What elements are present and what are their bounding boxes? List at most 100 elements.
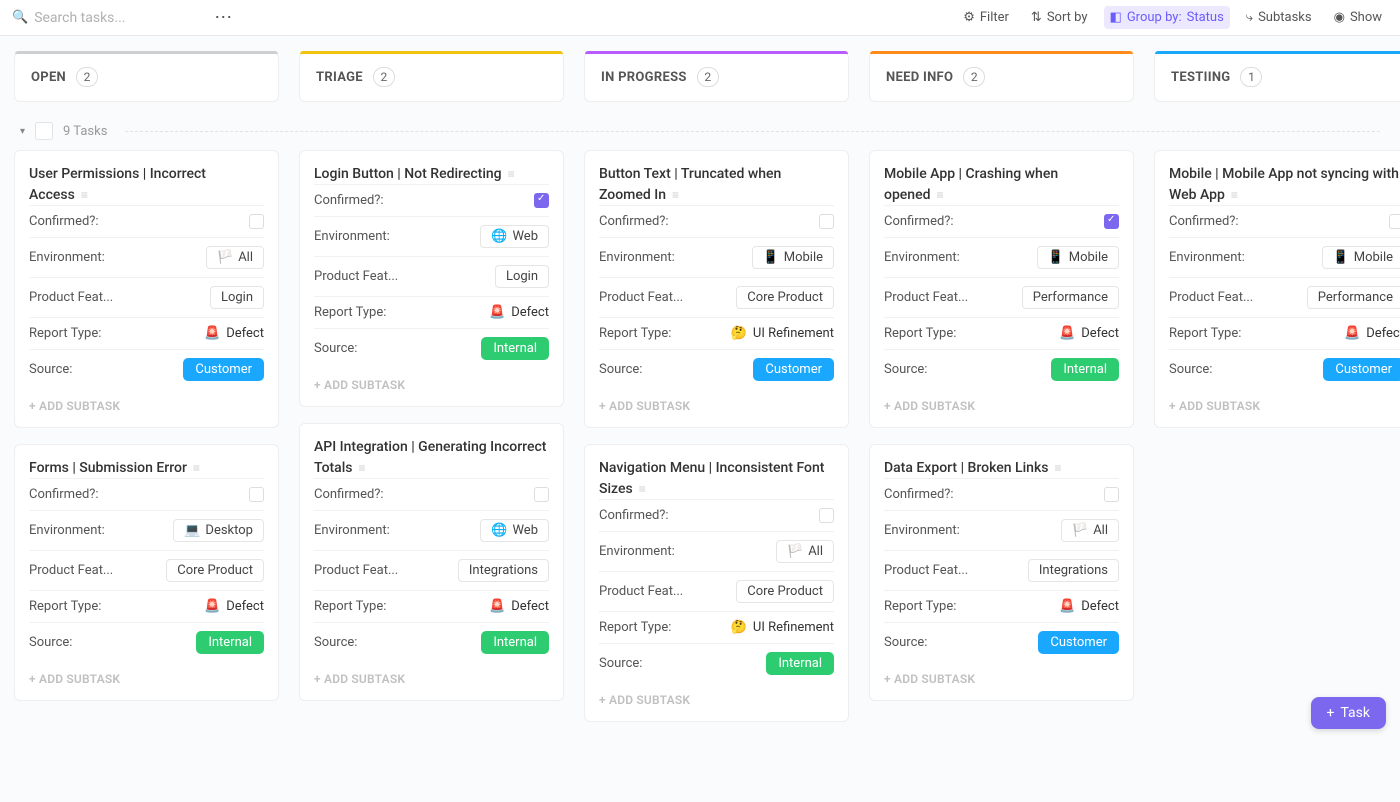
env-tag[interactable]: 🏳️All (776, 540, 834, 563)
search-input[interactable] (34, 10, 194, 26)
sort-button[interactable]: ⇅Sort by (1025, 6, 1094, 29)
add-subtask-button[interactable]: + ADD SUBTASK (314, 368, 549, 400)
group-button[interactable]: ◧Group by: Status (1104, 6, 1230, 29)
source-pill[interactable]: Internal (481, 631, 549, 654)
group-tasks-count: 9 Tasks (63, 124, 107, 139)
defect-icon: 🚨 (204, 599, 220, 614)
add-subtask-button[interactable]: + ADD SUBTASK (1169, 389, 1400, 421)
confirmed-checkbox[interactable] (249, 487, 264, 502)
add-subtask-button[interactable]: + ADD SUBTASK (599, 683, 834, 715)
env-tag[interactable]: 💻Desktop (173, 519, 264, 542)
field-value-report: 🚨Defect (1059, 599, 1119, 614)
task-card[interactable]: Mobile | Mobile App not syncing with Web… (1154, 150, 1400, 428)
field-value-feature: Integrations (1028, 559, 1119, 582)
confirmed-checkbox[interactable] (534, 193, 549, 208)
source-pill[interactable]: Customer (1323, 358, 1400, 381)
defect-icon: 🚨 (1059, 326, 1075, 341)
new-task-button[interactable]: + Task (1311, 697, 1386, 729)
web-icon: 🌐 (491, 229, 507, 244)
card-menu-icon[interactable]: ≡ (359, 461, 366, 475)
column-header[interactable]: TRIAGE 2 (299, 52, 564, 102)
field-label-confirmed: Confirmed?: (1169, 214, 1239, 229)
task-card[interactable]: Button Text | Truncated when Zoomed In≡ … (584, 150, 849, 428)
task-card[interactable]: Data Export | Broken Links≡ Confirmed?: … (869, 444, 1134, 701)
env-tag[interactable]: 🏳️All (1061, 519, 1119, 542)
card-menu-icon[interactable]: ≡ (639, 482, 646, 496)
column-header[interactable]: NEED INFO 2 (869, 52, 1134, 102)
column-triage: Login Button | Not Redirecting≡ Confirme… (299, 150, 564, 701)
task-title: Button Text | Truncated when Zoomed In (599, 166, 781, 203)
confirmed-checkbox[interactable] (249, 214, 264, 229)
env-tag[interactable]: 📱Mobile (752, 246, 834, 269)
source-pill[interactable]: Internal (196, 631, 264, 654)
env-tag[interactable]: 🌐Web (480, 519, 549, 542)
feature-tag[interactable]: Core Product (736, 580, 834, 603)
confirmed-checkbox[interactable] (1104, 487, 1119, 502)
task-card[interactable]: User Permissions | Incorrect Access≡ Con… (14, 150, 279, 428)
column-testing: Mobile | Mobile App not syncing with Web… (1154, 150, 1400, 428)
feature-tag[interactable]: Performance (1022, 286, 1119, 309)
column-header[interactable]: OPEN 2 (14, 52, 279, 102)
env-tag[interactable]: 📱Mobile (1037, 246, 1119, 269)
desktop-icon: 💻 (184, 523, 200, 538)
feature-tag[interactable]: Core Product (736, 286, 834, 309)
add-subtask-button[interactable]: + ADD SUBTASK (314, 662, 549, 694)
task-card[interactable]: Navigation Menu | Inconsistent Font Size… (584, 444, 849, 722)
source-pill[interactable]: Internal (766, 652, 834, 675)
add-subtask-button[interactable]: + ADD SUBTASK (29, 389, 264, 421)
source-pill[interactable]: Internal (481, 337, 549, 360)
task-title: Mobile App | Crashing when opened (884, 166, 1058, 203)
subtasks-button[interactable]: ⤷Subtasks (1240, 6, 1318, 29)
field-label-source: Source: (884, 635, 927, 650)
source-pill[interactable]: Customer (1038, 631, 1119, 654)
column-header[interactable]: IN PROGRESS 2 (584, 52, 849, 102)
add-subtask-button[interactable]: + ADD SUBTASK (884, 389, 1119, 421)
collapse-icon[interactable]: ▾ (20, 126, 25, 137)
card-menu-icon[interactable]: ≡ (937, 188, 944, 202)
card-menu-icon[interactable]: ≡ (1231, 188, 1238, 202)
feature-tag[interactable]: Integrations (458, 559, 549, 582)
env-tag[interactable]: 🌐Web (480, 225, 549, 248)
card-menu-icon[interactable]: ≡ (193, 461, 200, 475)
confirmed-checkbox[interactable] (1389, 214, 1400, 229)
source-pill[interactable]: Customer (753, 358, 834, 381)
source-pill[interactable]: Internal (1051, 358, 1119, 381)
field-value-report: 🚨Defect (1344, 326, 1400, 341)
task-card[interactable]: API Integration | Generating Incorrect T… (299, 423, 564, 701)
feature-tag[interactable]: Performance (1307, 286, 1400, 309)
task-card[interactable]: Mobile App | Crashing when opened≡ Confi… (869, 150, 1134, 428)
field-value-report: 🚨Defect (1059, 326, 1119, 341)
env-tag[interactable]: 🏳️All (206, 246, 264, 269)
field-value-env: 🏳️All (1061, 519, 1119, 542)
field-label-report: Report Type: (884, 326, 956, 341)
field-label-report: Report Type: (1169, 326, 1241, 341)
defect-icon: 🚨 (489, 599, 505, 614)
feature-tag[interactable]: Integrations (1028, 559, 1119, 582)
confirmed-checkbox[interactable] (819, 214, 834, 229)
add-subtask-button[interactable]: + ADD SUBTASK (884, 662, 1119, 694)
filter-button[interactable]: ⚙Filter (957, 6, 1015, 29)
field-label-report: Report Type: (884, 599, 956, 614)
feature-tag[interactable]: Login (495, 265, 549, 288)
confirmed-checkbox[interactable] (534, 487, 549, 502)
column-count: 1 (1240, 67, 1262, 87)
env-tag[interactable]: 📱Mobile (1322, 246, 1400, 269)
board-columns: User Permissions | Incorrect Access≡ Con… (0, 150, 1400, 802)
confirmed-checkbox[interactable] (819, 508, 834, 523)
card-menu-icon[interactable]: ≡ (81, 188, 88, 202)
confirmed-checkbox[interactable] (1104, 214, 1119, 229)
add-subtask-button[interactable]: + ADD SUBTASK (599, 389, 834, 421)
feature-tag[interactable]: Core Product (166, 559, 264, 582)
feature-tag[interactable]: Login (210, 286, 264, 309)
toolbar-right: ⚙Filter ⇅Sort by ◧Group by: Status ⤷Subt… (957, 6, 1388, 29)
task-card[interactable]: Login Button | Not Redirecting≡ Confirme… (299, 150, 564, 407)
source-pill[interactable]: Customer (183, 358, 264, 381)
task-card[interactable]: Forms | Submission Error≡ Confirmed?: En… (14, 444, 279, 701)
show-button[interactable]: ◉Show (1328, 6, 1388, 29)
add-subtask-button[interactable]: + ADD SUBTASK (29, 662, 264, 694)
more-icon[interactable]: ⋯ (214, 7, 232, 28)
card-menu-icon[interactable]: ≡ (672, 188, 679, 202)
card-menu-icon[interactable]: ≡ (1054, 461, 1061, 475)
column-header[interactable]: TESTIING 1 (1154, 52, 1400, 102)
card-menu-icon[interactable]: ≡ (508, 167, 515, 181)
